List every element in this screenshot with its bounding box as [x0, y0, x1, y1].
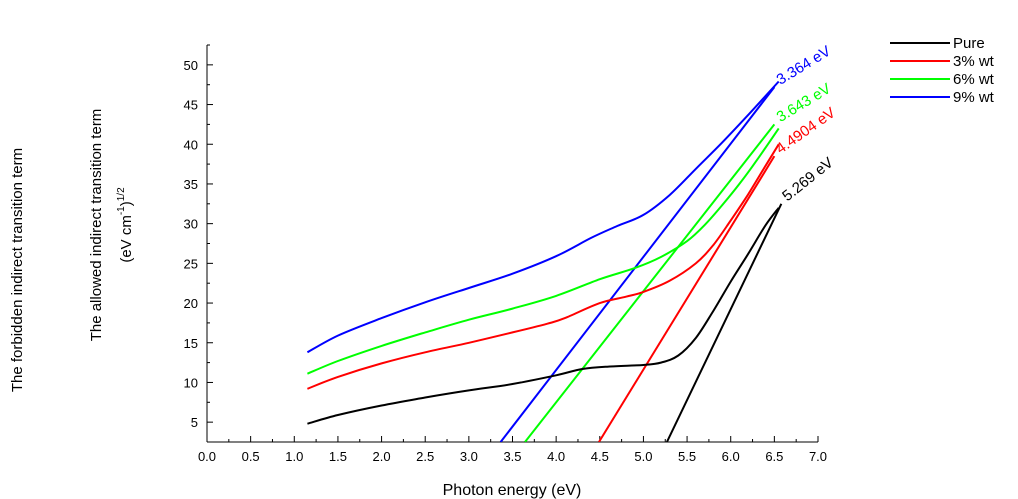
x-tick-label: 4.5 — [591, 449, 609, 464]
y-axis-unit: (eV cm — [118, 215, 135, 263]
legend-label: 3% wt — [953, 53, 995, 70]
y-axis-label-line2: (eV cm-1)1/2 — [116, 187, 135, 263]
y-tick-label: 5 — [191, 415, 198, 430]
x-tick-label: 6.5 — [765, 449, 783, 464]
x-tick-label: 6.0 — [722, 449, 740, 464]
data-series — [306, 80, 780, 425]
x-tick-label: 5.5 — [678, 449, 696, 464]
x-tick-label: 5.0 — [634, 449, 652, 464]
x-tick-label: 3.0 — [460, 449, 478, 464]
legend-label: Pure — [953, 35, 985, 52]
legend-label: 9% wt — [953, 89, 995, 106]
fit-lines — [499, 86, 783, 442]
y-tick-label: 50 — [184, 58, 198, 73]
x-tick-label: 1.0 — [285, 449, 303, 464]
x-tick-label: 3.5 — [503, 449, 521, 464]
outer-y-axis-label: The forbidden indirect transition term — [9, 148, 26, 392]
x-tick-label: 4.0 — [547, 449, 565, 464]
y-tick-label: 20 — [184, 296, 198, 311]
fit-labels: 5.269 eV4.4904 eV3.643 eV3.364 eV — [773, 43, 839, 205]
x-tick-label: 2.0 — [373, 449, 391, 464]
y-axis-ticks: 5 10 15 20 25 30 35 40 45 50 — [184, 44, 213, 443]
x-tick-label: 0.5 — [242, 449, 260, 464]
legend-label: 6% wt — [953, 71, 995, 88]
y-axis-label-line1: The allowed indirect transition term — [88, 109, 105, 342]
x-tick-label: 7.0 — [809, 449, 827, 464]
series-line-pure — [307, 207, 780, 425]
x-tick-label: 0.0 — [198, 449, 216, 464]
fit-label: 5.269 eV — [779, 154, 837, 205]
axes — [206, 45, 818, 443]
y-tick-label: 25 — [184, 256, 198, 271]
fit-line-3-wt — [598, 155, 776, 442]
x-tick-label: 2.5 — [416, 449, 434, 464]
y-tick-label: 35 — [184, 177, 198, 192]
series-line-3-wt — [307, 143, 780, 390]
y-tick-label: 30 — [184, 217, 198, 232]
fit-line-6-wt — [524, 123, 776, 442]
fit-line-9-wt — [499, 86, 776, 442]
y-tick-label: 10 — [184, 375, 198, 390]
x-axis-label: Photon energy (eV) — [443, 482, 582, 499]
y-axis-unit-close: ) — [118, 201, 135, 206]
series-line-9-wt — [306, 80, 780, 354]
y-tick-label: 40 — [184, 137, 198, 152]
y-tick-label: 45 — [184, 98, 198, 113]
y-tick-label: 15 — [184, 336, 198, 351]
x-axis-ticks: 0.0 0.5 1.0 1.5 2.0 2.5 3.0 3.5 4.0 4.5 5.0 5.5 6.0 6… — [198, 436, 827, 464]
y-axis-label: The allowed indirect transition term (eV… — [88, 109, 135, 342]
fit-line-pure — [666, 203, 783, 442]
y-axis-unit-exp1: -1 — [116, 206, 127, 215]
y-axis-unit-exp2: 1/2 — [116, 187, 127, 201]
series-line-6-wt — [307, 127, 780, 375]
x-tick-label: 1.5 — [329, 449, 347, 464]
